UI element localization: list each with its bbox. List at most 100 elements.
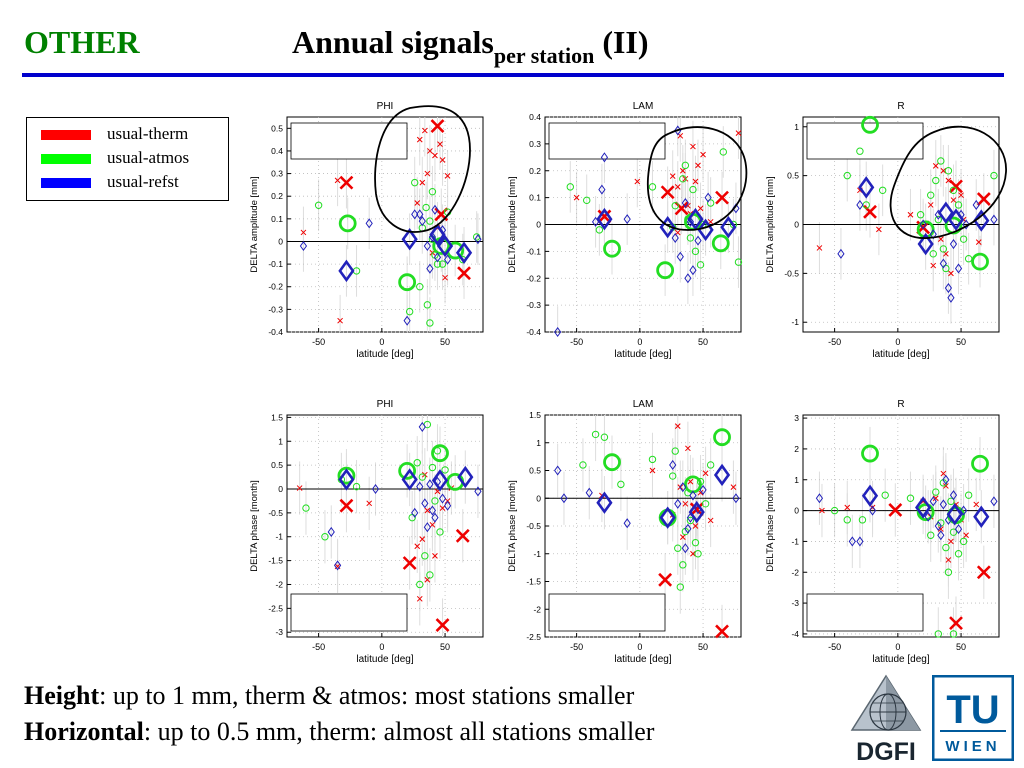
atmos-marker — [648, 455, 657, 464]
atmos-marker — [352, 482, 361, 491]
atmos-marker-large — [431, 444, 449, 463]
atmos-marker — [321, 533, 329, 541]
y-tick-label: 0.5 — [271, 460, 283, 470]
refst-marker — [426, 263, 434, 274]
therm-marker-stroke — [660, 185, 675, 200]
refst-marker — [937, 530, 945, 541]
title-suffix: (II) — [594, 24, 649, 60]
chart-panel-amp-lam: -50 0 50 -0.4 -0.3 -0.2 -0.1 0 0.1 0.2 0.3 0.4 LAM la… — [507, 101, 748, 360]
therm-marker — [685, 445, 691, 452]
therm-marker — [945, 557, 952, 563]
therm-marker-stroke — [674, 201, 689, 216]
therm-marker — [685, 202, 691, 209]
refst-marker — [598, 184, 606, 195]
legend: usual-therm usual-atmos usual-refst — [26, 117, 229, 201]
therm-marker-stroke — [937, 236, 944, 243]
therm-marker-stroke — [945, 557, 952, 563]
y-tick-label: 0.4 — [271, 146, 283, 156]
annotation-box — [548, 122, 666, 160]
section-label: OTHER — [24, 24, 140, 60]
x-tick-label: 50 — [698, 642, 708, 652]
therm-marker-stroke — [930, 262, 937, 269]
chart-title: R — [897, 399, 904, 410]
therm-marker-stroke — [674, 184, 681, 190]
atmos-marker — [583, 196, 591, 205]
y-tick-label: -1 — [275, 532, 283, 542]
chart-panel-pha-phi: -50 0 50 -3 -2.5 -2 -1.5 -1 -0.5 0 0.5 1 1.5 PHI latit… — [249, 399, 484, 665]
refst-marker — [694, 235, 702, 246]
atmos-marker — [648, 183, 657, 191]
y-tick-label: -1.5 — [268, 556, 283, 566]
y-tick-label: -2 — [533, 604, 541, 614]
legend-item-atmos: usual-atmos — [41, 148, 226, 168]
therm-marker — [692, 523, 699, 529]
notes: Height: up to 1 mm, therm & atmos: most … — [24, 678, 654, 750]
therm-marker — [690, 550, 696, 557]
therm-marker-stroke — [888, 503, 903, 517]
therm-marker — [679, 534, 686, 540]
therm-marker — [334, 177, 341, 184]
refst-marker — [669, 459, 677, 471]
refst-marker — [959, 505, 968, 516]
therm-marker — [444, 172, 451, 179]
therm-marker — [937, 236, 944, 243]
refst-marker-large — [858, 176, 875, 199]
refst-marker — [426, 479, 434, 490]
y-tick-label: 0.5 — [529, 466, 541, 476]
therm-marker — [439, 505, 446, 511]
chart-title: LAM — [633, 399, 654, 410]
refst-marker — [972, 199, 980, 211]
atmos-marker-large — [916, 503, 935, 522]
refst-marker-large — [946, 503, 963, 526]
legend-label-therm: usual-therm — [107, 124, 189, 143]
therm-marker-stroke — [973, 501, 980, 508]
refst-marker-large — [455, 241, 473, 265]
therm-marker — [958, 192, 964, 199]
y-tick-label: -3 — [791, 598, 799, 608]
refst-marker — [689, 265, 697, 276]
refst-marker — [411, 209, 419, 220]
refst-marker — [732, 203, 740, 214]
refst-marker — [944, 514, 953, 525]
atmos-marker — [959, 537, 968, 546]
atmos-marker-large — [713, 428, 731, 447]
y-tick-label: 1 — [278, 436, 283, 446]
therm-marker-stroke — [937, 526, 944, 532]
atmos-marker — [858, 516, 867, 524]
therm-marker-stroke — [692, 523, 699, 529]
legend-label-refst: usual-refst — [107, 172, 179, 191]
chart-title: PHI — [377, 399, 394, 410]
atmos-marker — [671, 201, 679, 210]
atmos-marker — [416, 580, 424, 589]
refst-marker-large — [861, 484, 879, 508]
therm-marker-stroke — [334, 177, 341, 184]
refst-marker — [856, 536, 864, 547]
therm-marker-stroke — [455, 528, 470, 543]
therm-marker — [932, 495, 939, 502]
note-height-label: Height — [24, 681, 100, 710]
therm-marker — [692, 178, 699, 185]
legend-item-refst: usual-refst — [41, 172, 226, 192]
therm-marker-stroke — [658, 572, 673, 587]
therm-marker — [419, 536, 426, 542]
atmos-marker — [944, 568, 953, 576]
y-tick-label: -2.5 — [526, 632, 541, 642]
refst-marker — [438, 225, 447, 236]
title-subscript: per station — [493, 43, 595, 68]
atmos-marker-large — [337, 466, 356, 485]
y-tick-label: -0.4 — [268, 327, 283, 337]
therm-marker — [300, 229, 307, 236]
therm-marker — [950, 197, 957, 203]
therm-marker-stroke — [702, 470, 709, 477]
refst-marker — [681, 197, 689, 209]
atmos-marker — [990, 171, 998, 180]
refst-marker — [919, 219, 927, 230]
therm-marker — [296, 485, 303, 491]
therm-marker-stroke — [687, 478, 694, 485]
atmos-marker — [706, 461, 715, 469]
therm-marker-stroke — [679, 167, 686, 174]
therm-marker — [337, 317, 343, 324]
dgfi-logo-text: DGFI — [856, 738, 916, 764]
atmos-marker-large — [398, 461, 417, 480]
annotation-box — [290, 593, 408, 632]
